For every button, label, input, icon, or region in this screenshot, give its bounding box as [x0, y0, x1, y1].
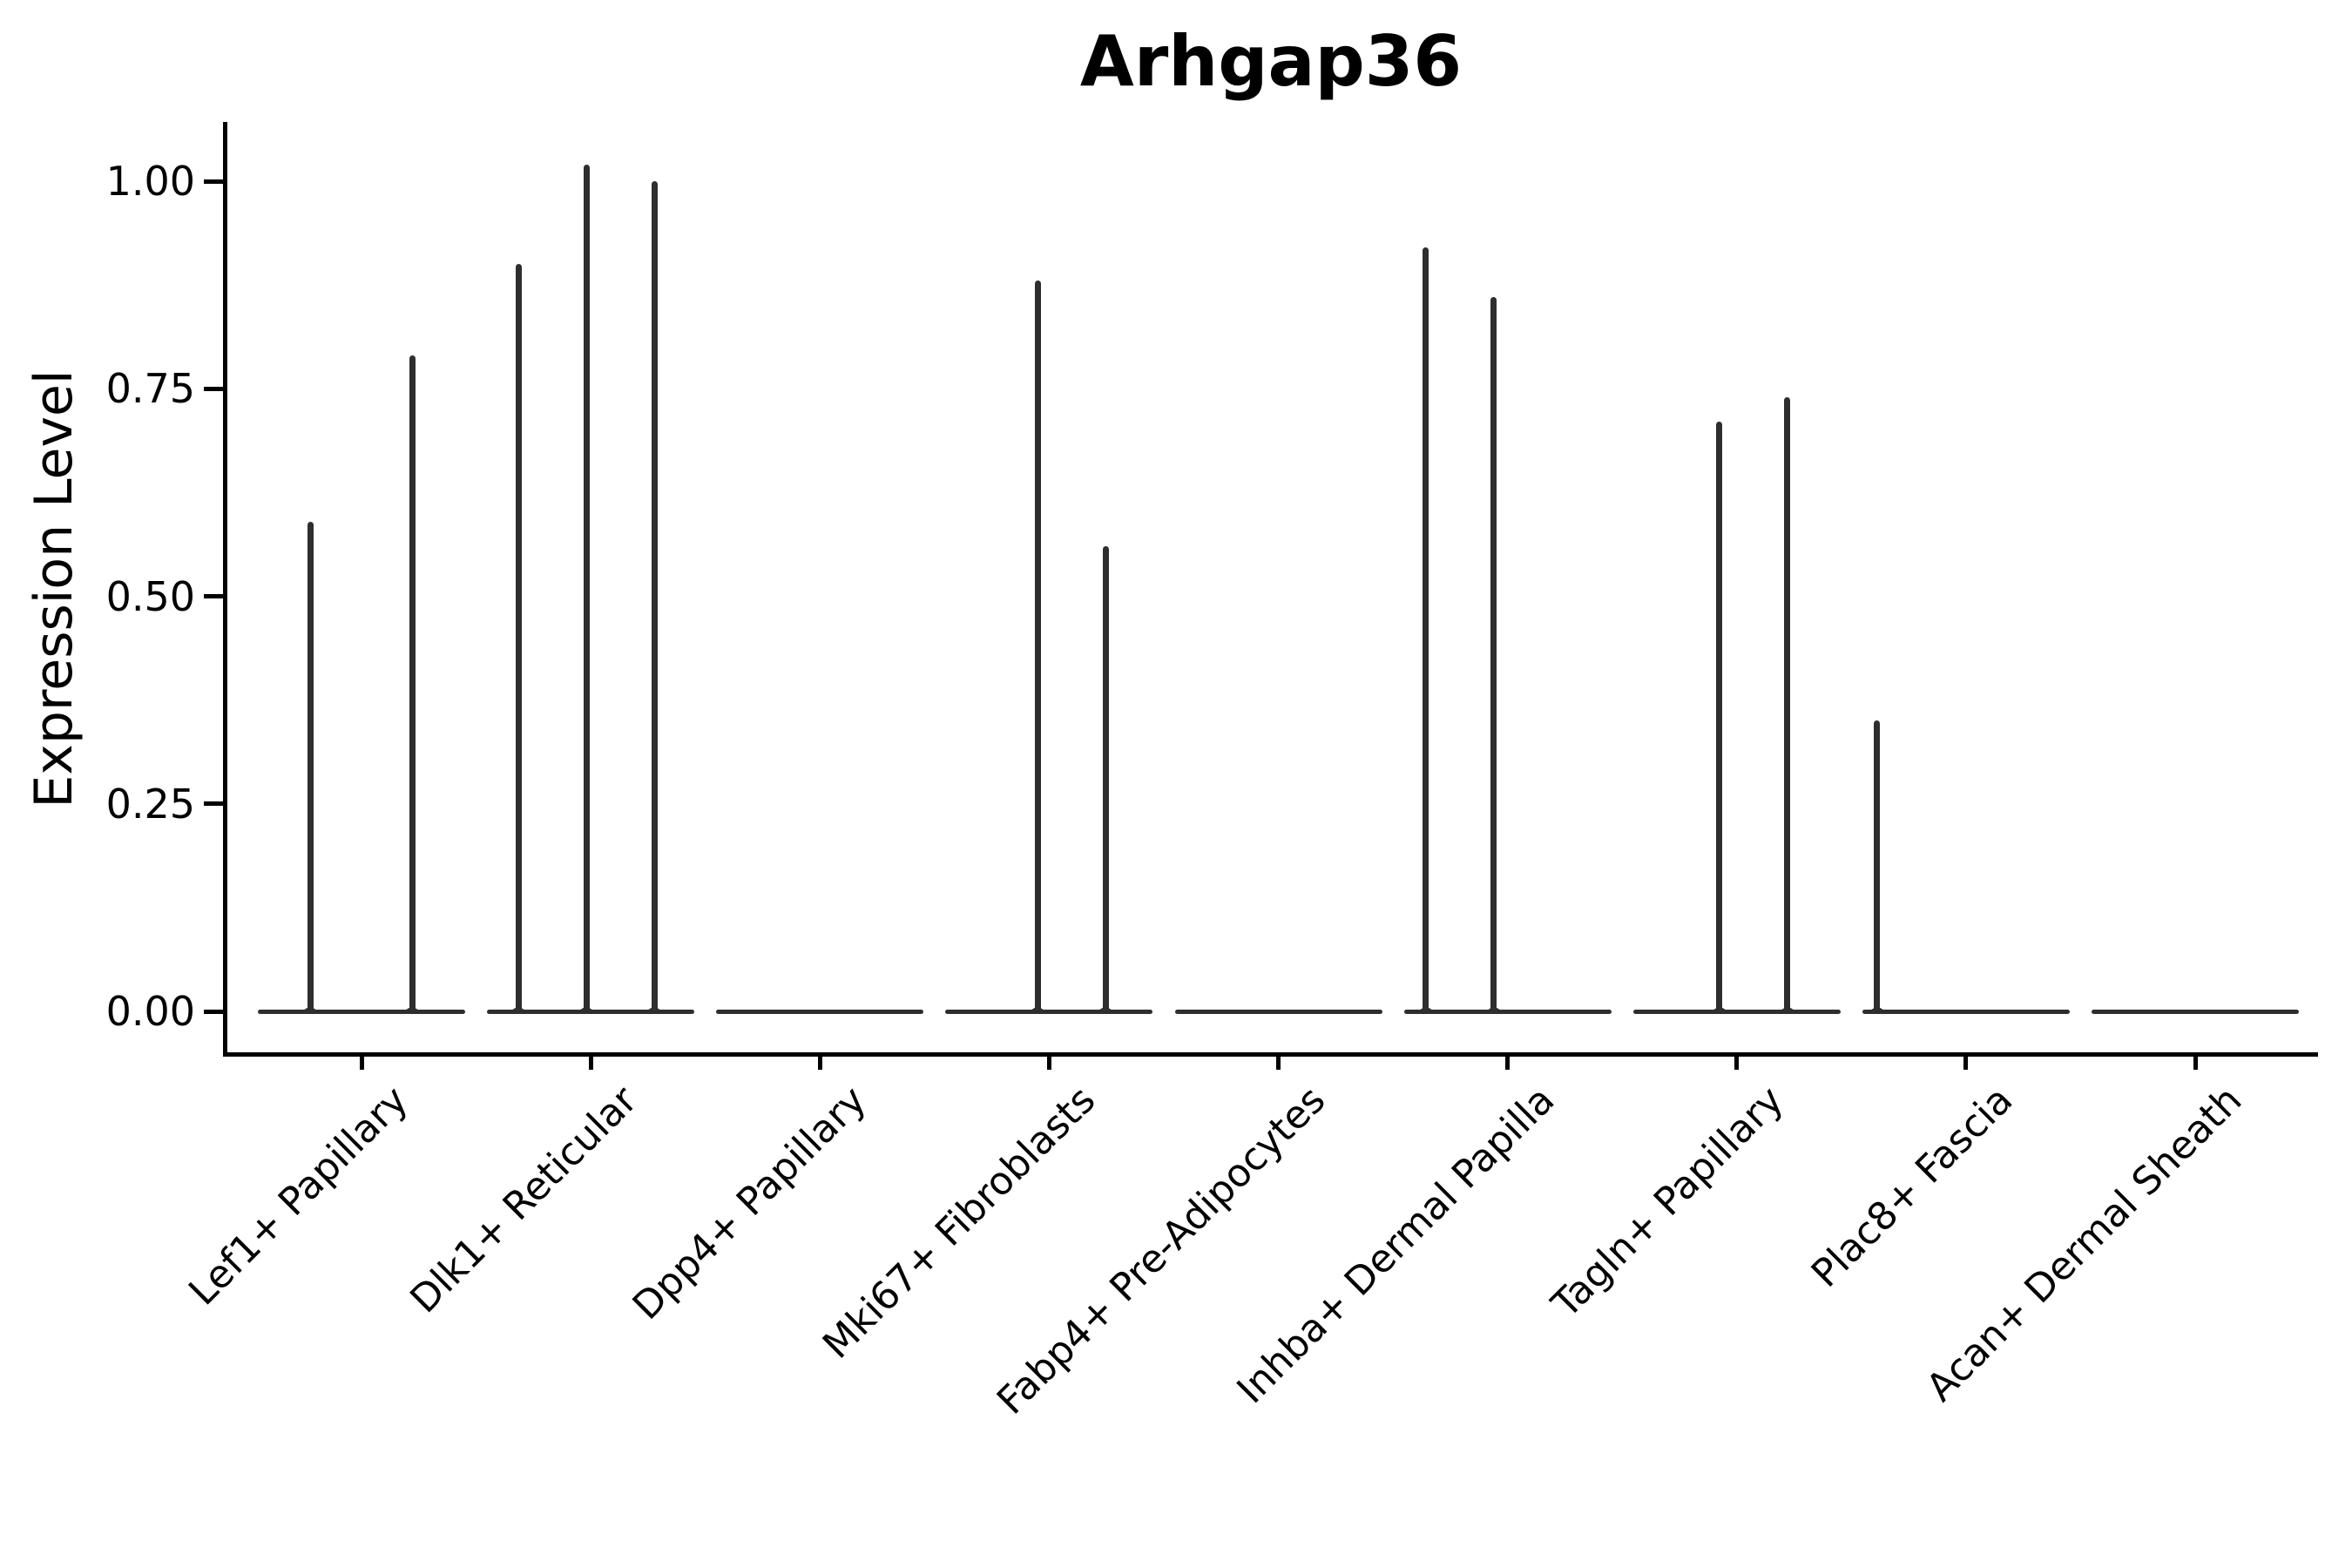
x-axis-tick-label: Plac8+ Fascia — [1802, 1078, 2022, 1296]
y-axis-tick-label: 0.50 — [105, 572, 195, 620]
violin-spike — [583, 164, 590, 1014]
x-axis-tick-label: Mki67+ Fibroblasts — [814, 1078, 1105, 1368]
violin-spike — [307, 521, 314, 1014]
violin-spike — [515, 264, 522, 1014]
x-axis-tick-label: Dpp4+ Papillary — [624, 1078, 875, 1328]
violin-baseline — [716, 1009, 924, 1014]
violin-baseline — [1862, 1009, 2070, 1014]
y-axis-tick — [204, 801, 223, 807]
violin-spike — [1034, 280, 1041, 1014]
y-axis-tick-label: 1.00 — [105, 158, 195, 205]
y-axis-tick-label: 0.75 — [105, 365, 195, 413]
x-axis-tick — [2193, 1057, 2198, 1070]
x-axis-tick-label: Fabp4+ Pre-Adipocytes — [988, 1078, 1334, 1423]
violin-spike — [409, 355, 416, 1014]
x-axis-tick — [588, 1057, 593, 1070]
y-axis-tick — [204, 1009, 223, 1014]
violin-spike — [1784, 396, 1791, 1014]
x-axis-tick-label: Tagln+ Papillary — [1543, 1078, 1793, 1327]
x-axis-tick-label: Dlk1+ Reticular — [402, 1078, 646, 1322]
plot-title: Arhgap36 — [1079, 21, 1463, 102]
bottom-axis-spine — [223, 1052, 2318, 1057]
violin-baseline — [258, 1009, 465, 1014]
y-axis-tick-label: 0.25 — [105, 780, 195, 828]
violin-spike — [1874, 720, 1881, 1014]
violin-spike — [1423, 247, 1429, 1014]
x-axis-tick — [1963, 1057, 1969, 1070]
violin-spike — [651, 181, 658, 1014]
y-axis-tick-label: 0.00 — [105, 988, 195, 1035]
violin-spike — [1716, 422, 1723, 1014]
x-axis-tick-label: Inhba+ Dermal Papilla — [1228, 1078, 1563, 1413]
violin-baseline — [1174, 1009, 1382, 1014]
x-axis-tick — [1276, 1057, 1281, 1070]
y-axis-tick — [204, 594, 223, 598]
x-axis-tick-label: Acan+ Dermal Sheath — [1917, 1078, 2251, 1410]
violin-spike — [1490, 297, 1497, 1014]
y-axis-tick — [204, 179, 223, 184]
x-axis-tick — [817, 1057, 822, 1070]
x-axis-tick — [1046, 1057, 1051, 1070]
x-axis-tick — [1734, 1057, 1740, 1070]
left-axis-spine — [223, 122, 227, 1057]
violin-spike — [1102, 546, 1109, 1014]
violin-baseline — [1632, 1009, 1841, 1014]
violin-baseline — [2092, 1009, 2299, 1014]
violin-baseline — [1403, 1009, 1612, 1014]
y-axis-tick — [204, 386, 223, 391]
x-axis-tick — [1505, 1057, 1511, 1070]
x-axis-tick-label: Lef1+ Papillary — [180, 1078, 417, 1315]
x-axis-tick — [359, 1057, 364, 1070]
